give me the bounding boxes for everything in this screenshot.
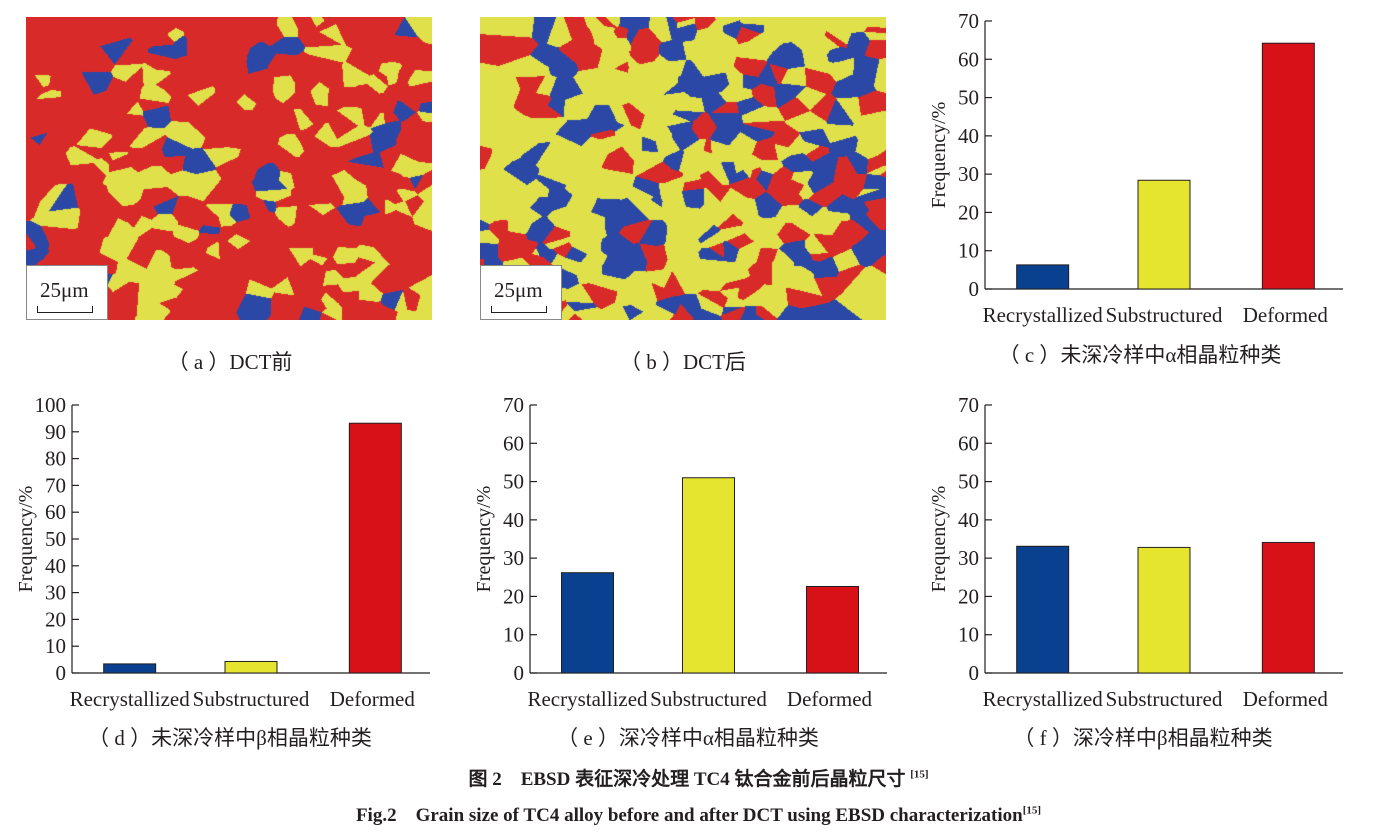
y-tick-label: 70 <box>503 393 524 417</box>
bar-substructured <box>1137 546 1191 674</box>
y-tick-label: 10 <box>958 623 979 647</box>
y-tick-label: 40 <box>45 554 66 578</box>
y-tick-label: 0 <box>969 661 980 685</box>
y-tick-label: 60 <box>503 431 524 455</box>
caption-a: （ a ）DCT前 <box>167 350 293 374</box>
y-tick-label: 10 <box>503 623 524 647</box>
y-tick-label: 90 <box>45 420 66 444</box>
y-tick-label: 20 <box>958 584 979 608</box>
scale-bar: 25μm <box>26 265 108 320</box>
x-tick-label: Recrystallized <box>527 687 648 711</box>
chart-e: 0 10 20 30 40 50 60 70 Frequency/% Recrystallized… <box>473 393 887 711</box>
y-tick-label: 70 <box>958 9 979 33</box>
y-axis-label: Frequency/% <box>15 486 37 593</box>
bar-substructured <box>682 477 735 674</box>
y-tick-label: 40 <box>503 508 524 532</box>
bar-recrystallized <box>561 572 614 674</box>
chart-c: 0 10 20 30 40 50 60 70 Frequency/% Recrystallized… <box>928 9 1343 327</box>
y-tick-label: 20 <box>958 200 979 224</box>
figure-title-cn: 图 2 EBSD 表征深冷处理 TC4 钛合金前后晶粒尺寸 [15] <box>468 768 929 790</box>
x-tick-label: Deformed <box>787 687 873 711</box>
y-axis-label: Frequency/% <box>928 486 950 593</box>
bar-deformed <box>806 585 859 674</box>
x-tick-label: Substructured <box>1106 687 1223 711</box>
scale-label: 25μm <box>40 278 89 302</box>
bar-recrystallized <box>103 663 157 674</box>
bar-recrystallized <box>1016 545 1070 674</box>
y-tick-label: 0 <box>969 277 980 301</box>
x-tick-label: Substructured <box>650 687 767 711</box>
caption-d: （ d ）未深冷样中β相晶粒种类 <box>88 726 372 750</box>
x-tick-label: Substructured <box>193 687 310 711</box>
chart-f: 0 10 20 30 40 50 60 70 Frequency/% Recrystallized… <box>928 393 1343 711</box>
y-tick-label: 30 <box>958 162 979 186</box>
y-tick-label: 30 <box>958 546 979 570</box>
scale-bar: 25μm <box>480 265 562 320</box>
y-tick-label: 40 <box>958 124 979 148</box>
caption-b: （ b ）DCT后 <box>620 350 746 374</box>
y-tick-label: 50 <box>958 86 979 110</box>
y-tick-label: 50 <box>503 470 524 494</box>
y-axis-label: Frequency/% <box>928 102 950 209</box>
chart-d: 0102030405060708090100Frequency/%Recryst… <box>15 393 430 711</box>
x-tick-label: Deformed <box>1243 303 1329 327</box>
y-tick-label: 50 <box>958 470 979 494</box>
figure-title-en: Fig.2 Grain size of TC4 alloy before and… <box>355 804 1042 826</box>
y-tick-label: 10 <box>958 239 979 263</box>
bar-deformed <box>348 422 402 674</box>
y-tick-label: 40 <box>958 508 979 532</box>
x-tick-label: Deformed <box>330 687 416 711</box>
y-tick-label: 30 <box>45 581 66 605</box>
bar-deformed <box>1261 42 1315 290</box>
y-tick-label: 20 <box>503 584 524 608</box>
y-tick-label: 60 <box>958 431 979 455</box>
y-tick-label: 100 <box>35 393 67 417</box>
y-tick-label: 0 <box>56 661 67 685</box>
y-tick-label: 70 <box>45 473 66 497</box>
scale-label: 25μm <box>494 278 543 302</box>
y-tick-label: 10 <box>45 634 66 658</box>
x-tick-label: Recrystallized <box>70 687 191 711</box>
y-tick-label: 80 <box>45 447 66 471</box>
y-tick-label: 60 <box>45 500 66 524</box>
caption-e: （ e ）深冷样中α相晶粒种类 <box>557 726 819 750</box>
x-tick-label: Recrystallized <box>983 303 1104 327</box>
x-tick-label: Recrystallized <box>983 687 1104 711</box>
bar-substructured <box>1137 179 1191 290</box>
caption-f: （ f ）深冷样中β相晶粒种类 <box>1013 726 1273 750</box>
y-tick-label: 30 <box>503 546 524 570</box>
bar-deformed <box>1261 541 1315 674</box>
y-axis-label: Frequency/% <box>473 486 495 593</box>
y-tick-label: 0 <box>514 661 525 685</box>
y-tick-label: 60 <box>958 47 979 71</box>
y-tick-label: 50 <box>45 527 66 551</box>
bar-substructured <box>224 660 278 674</box>
y-tick-label: 70 <box>958 393 979 417</box>
caption-c: （ c ）未深冷样中α相晶粒种类 <box>998 343 1282 367</box>
y-tick-label: 20 <box>45 607 66 631</box>
bar-recrystallized <box>1016 264 1070 290</box>
x-tick-label: Substructured <box>1106 303 1223 327</box>
x-tick-label: Deformed <box>1243 687 1329 711</box>
